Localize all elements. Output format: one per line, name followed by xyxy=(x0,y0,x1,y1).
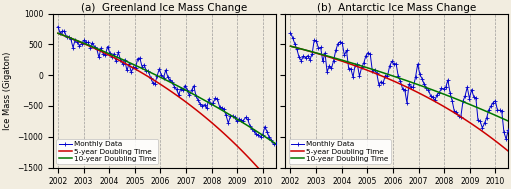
10-year Doubling Time xyxy=(329,56,335,58)
5-year Doubling Time xyxy=(387,78,393,81)
10-year Doubling Time xyxy=(458,100,464,102)
Monthly Data xyxy=(96,56,102,58)
Y-axis label: Ice Mass (Gigaton): Ice Mass (Gigaton) xyxy=(3,51,12,130)
Monthly Data xyxy=(102,54,108,57)
10-year Doubling Time xyxy=(225,113,231,115)
Legend: Monthly Data, 5-year Doubling Time, 10-year Doubling Time: Monthly Data, 5-year Doubling Time, 10-y… xyxy=(289,139,391,164)
Line: 10-year Doubling Time: 10-year Doubling Time xyxy=(290,46,508,121)
10-year Doubling Time xyxy=(505,120,511,122)
10-year Doubling Time xyxy=(208,103,214,105)
10-year Doubling Time xyxy=(335,58,341,60)
Monthly Data xyxy=(273,142,279,145)
5-year Doubling Time xyxy=(242,153,248,156)
Line: Monthly Data: Monthly Data xyxy=(289,31,510,141)
Monthly Data xyxy=(329,67,335,70)
5-year Doubling Time xyxy=(102,52,108,55)
10-year Doubling Time xyxy=(273,143,279,145)
5-year Doubling Time xyxy=(335,59,341,61)
Monthly Data xyxy=(208,103,214,105)
5-year Doubling Time xyxy=(440,105,447,108)
Monthly Data xyxy=(55,25,61,28)
5-year Doubling Time xyxy=(273,187,279,189)
10-year Doubling Time xyxy=(96,48,102,50)
10-year Doubling Time xyxy=(154,74,160,77)
Line: 5-year Doubling Time: 5-year Doubling Time xyxy=(58,33,276,188)
Line: 5-year Doubling Time: 5-year Doubling Time xyxy=(290,46,508,151)
5-year Doubling Time xyxy=(458,116,464,118)
5-year Doubling Time xyxy=(475,127,481,129)
10-year Doubling Time xyxy=(387,74,393,76)
Line: Monthly Data: Monthly Data xyxy=(56,25,277,146)
10-year Doubling Time xyxy=(287,45,293,47)
Monthly Data xyxy=(154,75,160,77)
Legend: Monthly Data, 5-year Doubling Time, 10-year Doubling Time: Monthly Data, 5-year Doubling Time, 10-y… xyxy=(56,139,158,164)
5-year Doubling Time xyxy=(329,57,335,59)
Line: 10-year Doubling Time: 10-year Doubling Time xyxy=(58,33,276,144)
Monthly Data xyxy=(270,143,276,146)
Monthly Data xyxy=(242,116,248,119)
Monthly Data xyxy=(225,122,231,124)
5-year Doubling Time xyxy=(154,81,160,83)
5-year Doubling Time xyxy=(287,45,293,47)
5-year Doubling Time xyxy=(505,150,511,152)
Monthly Data xyxy=(440,88,447,90)
Monthly Data xyxy=(387,65,393,67)
Title: (b)  Antarctic Ice Mass Change: (b) Antarctic Ice Mass Change xyxy=(317,3,476,13)
Monthly Data xyxy=(287,32,293,34)
Title: (a)  Greenland Ice Mass Change: (a) Greenland Ice Mass Change xyxy=(81,3,247,13)
5-year Doubling Time xyxy=(96,49,102,51)
10-year Doubling Time xyxy=(102,51,108,53)
10-year Doubling Time xyxy=(440,93,447,95)
Monthly Data xyxy=(475,119,481,122)
Monthly Data xyxy=(335,43,341,45)
5-year Doubling Time xyxy=(55,32,61,34)
5-year Doubling Time xyxy=(208,121,214,123)
Monthly Data xyxy=(458,116,464,118)
10-year Doubling Time xyxy=(55,32,61,34)
10-year Doubling Time xyxy=(242,123,248,125)
Monthly Data xyxy=(505,129,511,131)
Monthly Data xyxy=(503,138,509,140)
10-year Doubling Time xyxy=(475,107,481,109)
5-year Doubling Time xyxy=(225,136,231,139)
